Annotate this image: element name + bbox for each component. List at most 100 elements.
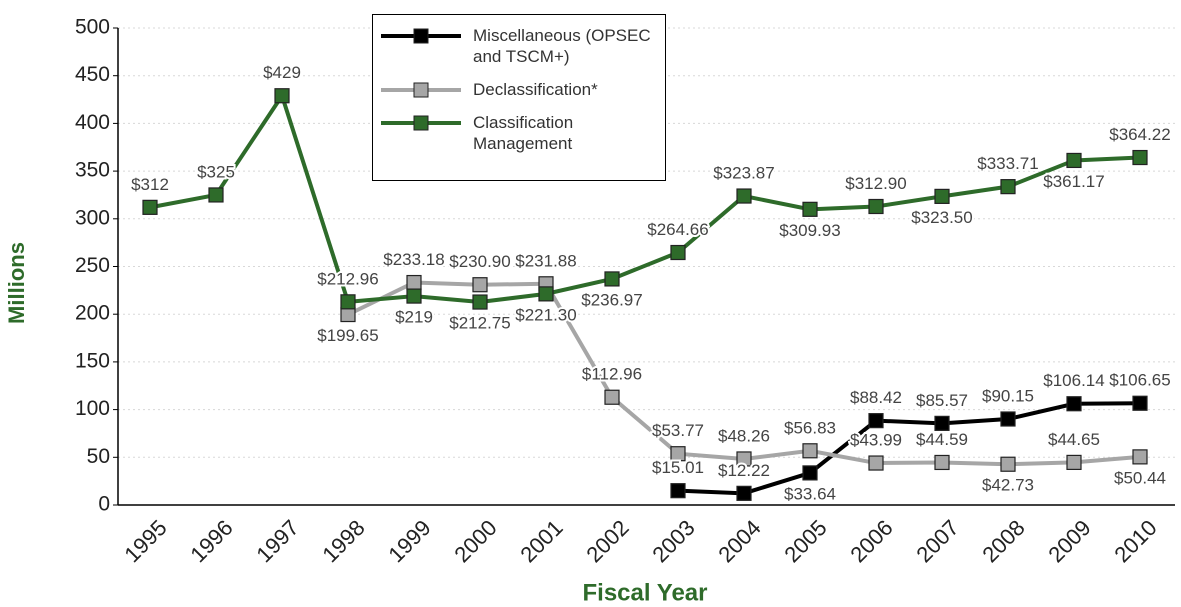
data-label: $429	[263, 63, 301, 82]
legend-entry: Classification Management	[381, 112, 657, 154]
legend-marker	[413, 28, 429, 44]
x-tick-label: 2007	[911, 515, 963, 567]
data-label: $361.17	[1043, 172, 1104, 191]
data-label: $231.88	[515, 251, 576, 270]
data-label: $42.73	[982, 476, 1034, 495]
marker	[1132, 395, 1148, 411]
marker	[868, 198, 884, 215]
series-line	[149, 91, 1141, 305]
data-label: $15.01	[652, 458, 704, 477]
data-label: $33.64	[784, 484, 836, 503]
marker	[1000, 179, 1016, 195]
data-label: $48.26	[718, 426, 770, 445]
data-label: $212.75	[449, 314, 510, 333]
data-label: $50.44	[1114, 468, 1166, 487]
marker	[274, 88, 290, 104]
y-tick-label: 150	[75, 349, 110, 372]
x-tick-label: 1995	[119, 515, 171, 567]
x-tick-label: 2009	[1043, 515, 1095, 567]
marker	[736, 485, 752, 501]
x-tick-label: 2003	[647, 515, 699, 567]
marker	[802, 465, 818, 481]
data-label: $309.93	[779, 221, 840, 240]
marker	[1132, 149, 1148, 166]
data-label: $85.57	[916, 391, 968, 410]
y-tick-label: 500	[75, 16, 110, 39]
marker	[670, 483, 686, 499]
data-label: $323.50	[911, 208, 972, 227]
marker	[142, 199, 158, 215]
x-tick-label: 2005	[779, 515, 831, 567]
data-label: $312	[131, 175, 169, 194]
marker	[604, 389, 620, 405]
marker	[802, 201, 818, 217]
y-tick-label: 400	[75, 111, 110, 134]
marker	[934, 415, 950, 431]
marker	[802, 443, 818, 459]
legend: Miscellaneous (OPSEC and TSCM+) Declassif…	[372, 14, 666, 181]
data-label: $106.14	[1043, 371, 1104, 390]
x-tick-label: 1997	[251, 515, 303, 567]
y-tick-label: 100	[75, 397, 110, 420]
x-tick-label: 2006	[845, 515, 897, 567]
data-label: $212.96	[317, 269, 378, 288]
data-label: $44.59	[916, 430, 968, 449]
data-label: $43.99	[850, 431, 902, 450]
data-label: $12.22	[718, 461, 770, 480]
marker	[934, 188, 950, 204]
x-tick-label: 1998	[317, 515, 369, 567]
legend-swatch	[381, 82, 461, 98]
marker	[1132, 449, 1148, 465]
marker	[340, 306, 356, 323]
marker	[340, 294, 356, 310]
x-tick-label: 2002	[581, 515, 633, 567]
data-label: $323.87	[713, 164, 774, 183]
x-tick-label: 2004	[713, 515, 765, 567]
marker	[670, 446, 686, 462]
legend-swatch	[381, 115, 461, 131]
data-label: $219	[395, 308, 433, 327]
data-label: $221.30	[515, 305, 576, 324]
legend-swatch	[381, 28, 461, 44]
marker	[208, 187, 224, 203]
data-label: $364.22	[1109, 125, 1170, 144]
data-label: $199.65	[317, 326, 378, 345]
data-label: $236.97	[581, 290, 642, 309]
data-label: $88.42	[850, 388, 902, 407]
y-tick-label: 200	[75, 302, 110, 325]
x-tick-label: 2010	[1109, 515, 1161, 567]
marker	[538, 286, 554, 302]
marker	[868, 413, 884, 429]
data-label: $312.90	[845, 174, 906, 193]
data-label: $44.65	[1048, 430, 1100, 449]
y-tick-label: 50	[87, 445, 110, 468]
y-tick-label: 450	[75, 63, 110, 86]
marker	[736, 451, 752, 467]
x-axis-title: Fiscal Year	[583, 579, 708, 606]
marker	[736, 188, 752, 204]
x-tick-label: 2000	[449, 515, 501, 567]
data-label: $106.65	[1109, 371, 1170, 390]
data-label: $90.15	[982, 386, 1034, 405]
data-label: $233.18	[383, 250, 444, 269]
marker	[604, 271, 620, 287]
marker	[472, 277, 488, 293]
y-tick-label: 350	[75, 159, 110, 182]
data-label: $112.96	[582, 365, 642, 384]
marker	[1000, 456, 1016, 472]
marker	[406, 274, 422, 291]
legend-entry: Declassification*	[381, 79, 657, 100]
legend-marker	[413, 82, 429, 98]
x-tick-label: 1996	[185, 515, 237, 567]
marker	[1066, 396, 1082, 412]
legend-label: Miscellaneous (OPSEC and TSCM+)	[473, 26, 651, 66]
y-tick-label: 250	[75, 254, 110, 277]
y-tick-label: 0	[98, 493, 110, 516]
y-tick-label: 300	[75, 206, 110, 229]
data-label: $230.90	[449, 252, 510, 271]
y-axis-title: Millions	[4, 242, 29, 324]
data-label: $53.77	[652, 421, 704, 440]
marker	[1000, 411, 1016, 427]
